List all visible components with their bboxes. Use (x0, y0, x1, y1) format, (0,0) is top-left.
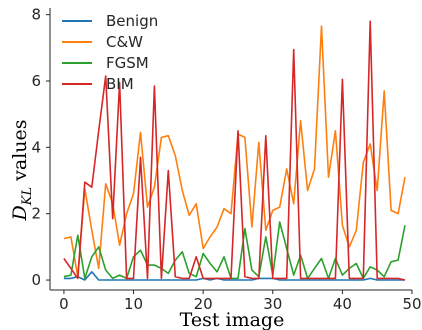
x-tick-label: 30 (263, 295, 282, 313)
legend-label-fgsm: FGSM (106, 54, 149, 72)
x-axis-title: Test image (180, 309, 285, 330)
x-tick-label: 50 (402, 295, 421, 313)
x-tick-label: 20 (194, 295, 213, 313)
series-line-benign (63, 270, 405, 281)
y-tick-label: 6 (31, 72, 41, 90)
x-tick-label: 0 (59, 295, 69, 313)
x-tick-label: 40 (333, 295, 352, 313)
y-axis-title-main: D (9, 205, 31, 221)
legend-label-c-w: C&W (106, 33, 143, 51)
series-line-fgsm (63, 221, 406, 280)
legend-label-benign: Benign (106, 12, 158, 30)
y-axis-title: DKL values (9, 119, 35, 221)
y-tick-label: 0 (31, 271, 41, 289)
y-axis-title-rest: values (9, 119, 31, 186)
legend-label-bim: BIM (106, 75, 134, 93)
y-tick-label: 8 (31, 6, 41, 24)
legend: Benign C&W FGSM BIM (62, 12, 158, 93)
x-tick-label: 10 (124, 295, 143, 313)
axes: 0 10 20 30 40 50 0 2 4 6 8 (31, 6, 421, 313)
y-tick-label: 2 (31, 205, 41, 223)
y-tick-label: 4 (31, 138, 41, 156)
series-line-bim (63, 20, 406, 281)
plot-lines (63, 20, 406, 281)
y-axis-title-sub: KL (20, 187, 35, 206)
